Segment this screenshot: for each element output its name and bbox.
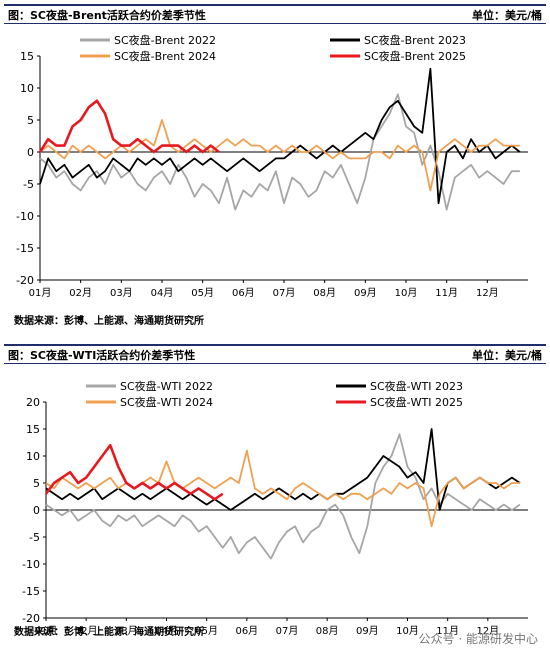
- x-tick-label: 05月: [191, 287, 214, 299]
- y-tick-label: 15: [20, 50, 34, 63]
- x-tick-label: 09月: [354, 287, 377, 299]
- series-line-SC夜盘-WTI 2024: [45, 449, 520, 528]
- chart-header: 图：SC夜盘-WTI活跃合约价差季节性 单位：美元/桶: [4, 344, 546, 364]
- y-tick-label: 0: [27, 146, 34, 159]
- y-tick-label: -20: [16, 274, 34, 287]
- x-tick-label: 04月: [155, 625, 178, 637]
- y-tick-label: -20: [22, 612, 40, 625]
- source-note: 数据来源：彭博、上能源、海通期货研究所: [14, 627, 204, 638]
- legend-label: SC夜盘-WTI 2022: [120, 379, 213, 393]
- x-tick-label: 03月: [110, 287, 133, 299]
- y-tick-label: -5: [23, 178, 34, 191]
- y-tick-label: -10: [16, 210, 34, 223]
- series-line-SC夜盘-Brent 2025: [38, 99, 220, 154]
- series-line-SC夜盘-Brent 2023: [39, 67, 521, 205]
- y-tick-label: -5: [29, 531, 40, 544]
- y-tick-label: 10: [20, 82, 34, 95]
- x-tick-label: 02月: [69, 287, 92, 299]
- source-note: 数据来源：彭博、上能源、海通期货研究所: [14, 316, 204, 327]
- x-tick-label: 08月: [313, 287, 336, 299]
- x-tick-label: 11月: [435, 287, 458, 299]
- y-tick-label: 15: [26, 423, 40, 436]
- y-tick-label: 10: [26, 450, 40, 463]
- x-tick-label: 10月: [395, 287, 418, 299]
- chart-panel-brent: 图：SC夜盘-Brent活跃合约价差季节性 单位：美元/桶 -20 -15 -10-…: [4, 4, 546, 327]
- watermark: 公众号 · 能源研发中心: [418, 632, 538, 646]
- x-tick-label: 07月: [276, 625, 299, 637]
- legend-label: SC夜盘-WTI 2023: [370, 379, 463, 393]
- chart-svg-wti: -20 -15 -10 -5 0 5 10 15 20 01月 02月 03月 04月 05月 06月 07月…: [22, 379, 528, 637]
- x-tick-label: 09月: [356, 625, 379, 637]
- x-tick-label: 04月: [151, 287, 174, 299]
- x-tick-label: 01月: [35, 625, 58, 637]
- series-line-SC夜盘-WTI 2025: [44, 443, 224, 501]
- series-line-SC夜盘-WTI 2023: [45, 428, 521, 511]
- x-tick-label: 10月: [396, 625, 419, 637]
- legend-label: SC夜盘-Brent 2023: [364, 33, 466, 47]
- y-tick-label: -10: [22, 558, 40, 571]
- x-tick-label: 05月: [195, 625, 218, 637]
- y-tick-label: 5: [27, 114, 34, 127]
- x-tick-label: 08月: [316, 625, 339, 637]
- series-line-SC夜盘-Brent 2022: [39, 93, 520, 211]
- legend-label: SC夜盘-WTI 2025: [370, 395, 463, 409]
- chart-unit: 单位：美元/桶: [471, 349, 542, 362]
- x-tick-label: 11月: [436, 625, 459, 637]
- x-tick-label: 01月: [29, 287, 52, 299]
- chart-title: 图：SC夜盘-Brent活跃合约价差季节性: [8, 9, 206, 22]
- y-tick-label: 0: [33, 504, 40, 517]
- y-tick-label: 20: [26, 396, 40, 409]
- legend-label: SC夜盘-Brent 2025: [364, 49, 466, 63]
- legend-label: SC夜盘-Brent 2024: [114, 49, 216, 63]
- chart-header: 图：SC夜盘-Brent活跃合约价差季节性 单位：美元/桶: [4, 4, 546, 24]
- x-tick-label: 03月: [115, 625, 138, 637]
- x-tick-label: 06月: [235, 625, 258, 637]
- y-tick-label: -15: [16, 242, 34, 255]
- chart-svg-brent: -20 -15 -10 -5 0 5 10 15 01月 02月 03月 04月 05月 06月 07月 08…: [16, 33, 528, 299]
- chart-title: 图：SC夜盘-WTI活跃合约价差季节性: [8, 349, 196, 362]
- x-tick-label: 12月: [476, 287, 499, 299]
- series-line-SC夜盘-Brent 2024: [39, 119, 520, 192]
- y-tick-label: 5: [33, 477, 40, 490]
- chart-unit: 单位：美元/桶: [471, 9, 542, 22]
- legend-label: SC夜盘-Brent 2022: [114, 33, 216, 47]
- x-tick-label: 12月: [476, 625, 499, 637]
- x-tick-label: 07月: [273, 287, 296, 299]
- chart-panel-wti: 图：SC夜盘-WTI活跃合约价差季节性 单位：美元/桶 -20 -15 -10 -5 0…: [0, 340, 550, 655]
- x-tick-label: 02月: [75, 625, 98, 637]
- y-tick-label: -15: [22, 585, 40, 598]
- legend-label: SC夜盘-WTI 2024: [120, 395, 213, 409]
- x-tick-label: 06月: [232, 287, 255, 299]
